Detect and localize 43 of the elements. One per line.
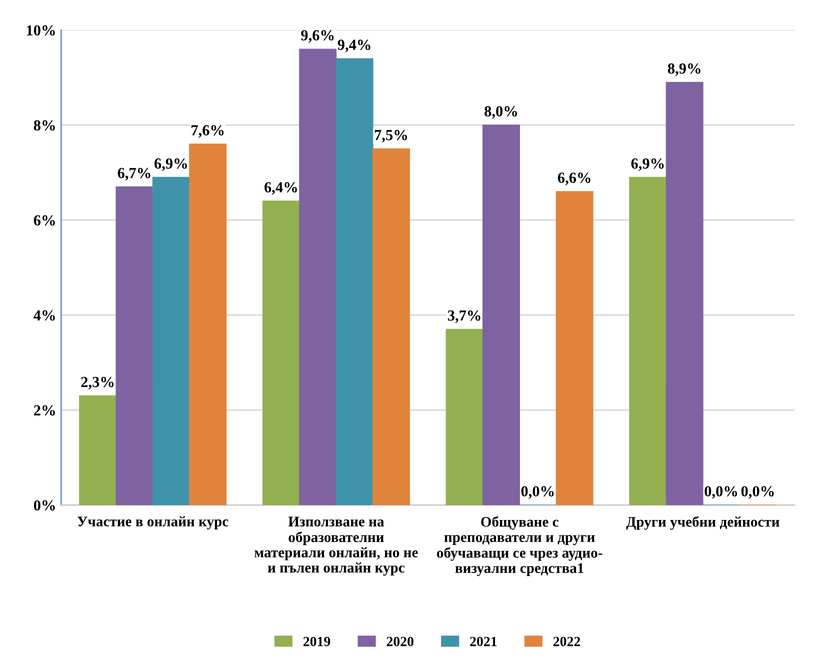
x-tick-label: Участие в онлайн курс <box>77 516 228 530</box>
y-tick-label: 8% <box>34 120 55 131</box>
data-label: 0,0% <box>704 486 738 499</box>
x-tick-label: Общуване с преподаватели и други обучаващи се чрез аудио- визуални средства1 <box>436 516 602 576</box>
bar <box>482 124 520 506</box>
data-label: 6,6% <box>558 172 590 186</box>
data-label: 3,7% <box>448 310 480 323</box>
x-tick-label: Използване на образователни материали онлайн, но не и пълен онлайн курс <box>254 516 418 576</box>
data-label: 9,6% <box>301 30 334 43</box>
bar <box>299 48 337 506</box>
legend-label: 2022 <box>553 636 580 646</box>
bar <box>372 148 410 506</box>
y-tick-label: 10% <box>26 25 55 36</box>
data-label: 9,4% <box>338 40 370 52</box>
data-label: 2,3% <box>81 376 114 390</box>
bar <box>79 395 117 506</box>
y-tick-label: 2% <box>34 405 55 416</box>
y-tick-label: 4% <box>34 310 55 321</box>
bar <box>629 176 667 506</box>
bar <box>666 82 704 506</box>
data-label: 0,0% <box>741 486 774 499</box>
data-label: 6,7% <box>118 168 150 180</box>
bar <box>116 186 154 506</box>
y-tick-label: 6% <box>34 215 55 226</box>
x-tick-label: Други учебни дейности <box>626 516 780 530</box>
data-label: 6,9% <box>631 158 664 171</box>
bar <box>152 176 190 506</box>
bar <box>262 200 300 506</box>
data-label: 7,5% <box>374 130 407 142</box>
y-tick-label: 0% <box>34 500 55 511</box>
bar <box>446 328 484 506</box>
data-label: 0,0% <box>521 486 554 499</box>
data-label: 6,9% <box>154 158 187 171</box>
legend-label: 2020 <box>386 636 414 646</box>
bar <box>336 58 374 506</box>
data-label: 7,6% <box>192 125 224 138</box>
legend-label: 2019 <box>303 636 330 646</box>
data-label: 8,0% <box>484 106 517 119</box>
legend-label: 2021 <box>470 636 497 646</box>
bar <box>556 191 594 506</box>
bar <box>189 144 227 506</box>
data-label: 8,9% <box>668 63 700 76</box>
data-label: 6,4% <box>264 182 297 195</box>
